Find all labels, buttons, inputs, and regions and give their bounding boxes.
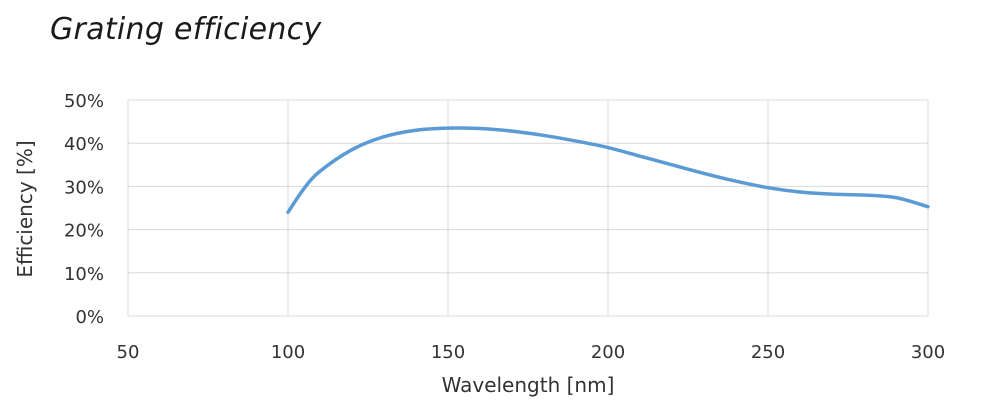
y-tick-label: 50% [64,91,104,112]
y-tick-label: 40% [64,134,104,155]
x-tick-label: 50 [117,342,140,363]
series-layer [286,126,930,215]
x-tick-labels: 50 100 150 200 250 300 [117,342,946,363]
grid-lines [127,99,929,317]
x-tick-label: 250 [751,342,785,363]
x-axis-label: Wavelength [nm] [442,373,615,397]
x-tick-label: 150 [431,342,465,363]
y-tick-label: 10% [64,264,104,285]
y-tick-label: 30% [64,177,104,198]
x-tick-label: 100 [271,342,305,363]
y-tick-labels: 0% 10% 20% 30% 40% 50% [64,91,104,328]
x-tick-label: 300 [911,342,945,363]
y-tick-label: 20% [64,221,104,242]
chart-title: Grating efficiency [50,12,322,47]
x-tick-label: 200 [591,342,625,363]
y-tick-label: 0% [75,307,104,328]
y-axis-label: Efficiency [%] [13,140,37,277]
efficiency-series-line [286,126,930,215]
